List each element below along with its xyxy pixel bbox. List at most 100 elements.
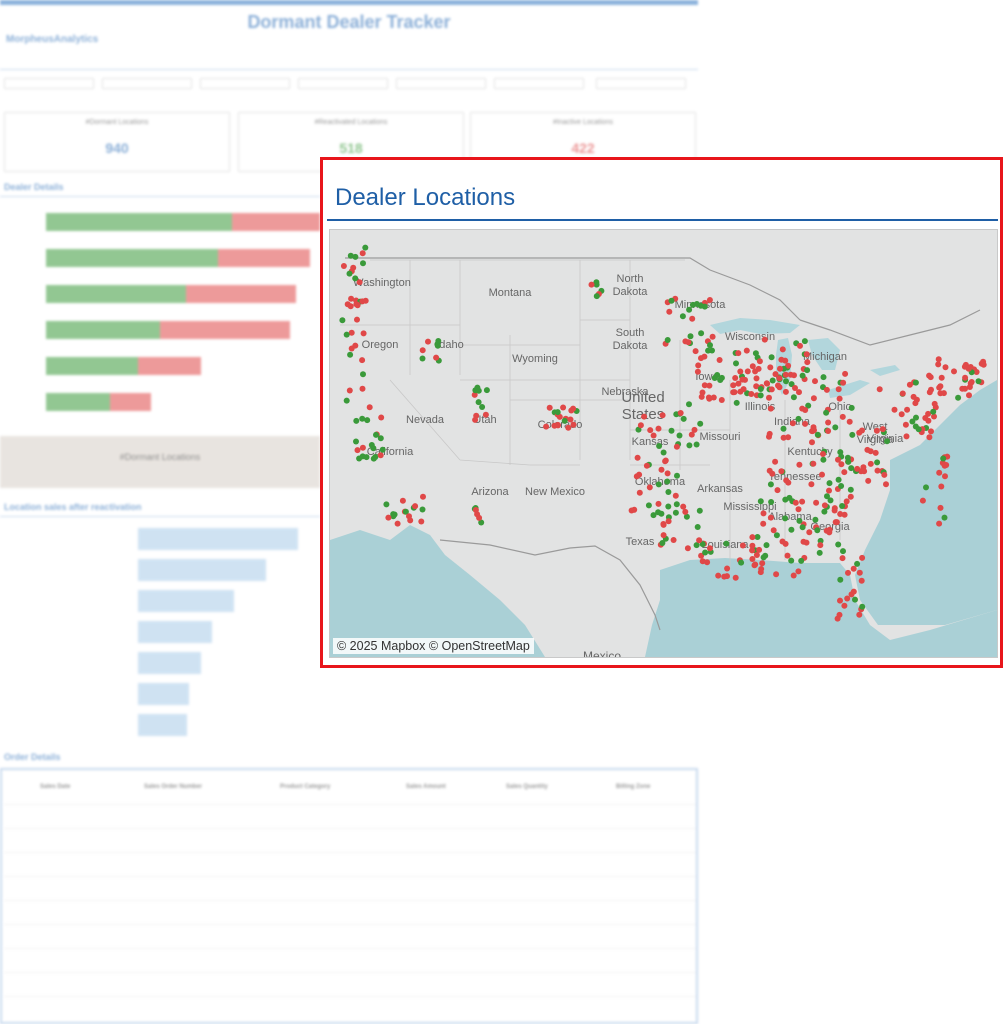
dealer-point-inactive[interactable] (680, 503, 687, 510)
dealer-point-inactive[interactable] (350, 264, 357, 271)
dealer-point-inactive[interactable] (942, 364, 949, 371)
dealer-point-inactive[interactable] (359, 357, 366, 364)
dealer-point-inactive[interactable] (937, 383, 944, 390)
dealer-point-inactive[interactable] (782, 388, 789, 395)
dealer-point-reactivated[interactable] (782, 515, 789, 522)
dealer-point-inactive[interactable] (841, 511, 848, 518)
dealer-point-reactivated[interactable] (714, 372, 721, 378)
dealer-point-reactivated[interactable] (913, 414, 919, 421)
dealer-point-inactive[interactable] (419, 347, 426, 354)
dealer-point-inactive[interactable] (826, 529, 833, 536)
dealer-point-inactive[interactable] (631, 506, 638, 513)
dealer-point-inactive[interactable] (749, 363, 756, 370)
dealer-point-reactivated[interactable] (391, 511, 398, 518)
dealer-point-inactive[interactable] (926, 372, 933, 379)
dealer-point-reactivated[interactable] (835, 541, 842, 548)
dealer-point-reactivated[interactable] (478, 519, 485, 526)
dealer-point-reactivated[interactable] (773, 532, 780, 539)
dealer-point-inactive[interactable] (543, 423, 550, 430)
dealer-point-inactive[interactable] (899, 390, 906, 397)
dealer-point-inactive[interactable] (695, 362, 702, 369)
dealer-point-reactivated[interactable] (655, 481, 662, 488)
dealer-point-inactive[interactable] (910, 393, 917, 400)
dealer-point-reactivated[interactable] (659, 540, 666, 546)
dealer-point-inactive[interactable] (779, 346, 786, 353)
dealer-point-reactivated[interactable] (823, 409, 830, 416)
dealer-point-inactive[interactable] (352, 342, 359, 349)
dealer-point-reactivated[interactable] (769, 377, 776, 384)
dealer-point-inactive[interactable] (803, 539, 810, 546)
dealer-point-reactivated[interactable] (780, 425, 787, 432)
dealer-point-inactive[interactable] (724, 565, 731, 572)
dealer-point-inactive[interactable] (841, 602, 848, 609)
map-attribution[interactable]: © 2025 Mapbox © OpenStreetMap (333, 638, 534, 654)
dealer-point-inactive[interactable] (821, 502, 828, 509)
dealer-point-reactivated[interactable] (699, 541, 706, 548)
dealer-point-reactivated[interactable] (812, 516, 819, 523)
dealer-point-inactive[interactable] (939, 460, 946, 466)
dealer-point-reactivated[interactable] (915, 426, 922, 433)
dealer-point-inactive[interactable] (759, 560, 766, 567)
dealer-point-inactive[interactable] (637, 422, 644, 429)
dealer-point-reactivated[interactable] (352, 253, 359, 260)
dealer-point-reactivated[interactable] (832, 424, 839, 431)
dealer-point-inactive[interactable] (699, 558, 706, 565)
dealer-point-inactive[interactable] (891, 406, 898, 413)
dealer-point-reactivated[interactable] (912, 379, 919, 386)
dealer-point-inactive[interactable] (641, 413, 648, 420)
dealer-point-reactivated[interactable] (768, 354, 775, 361)
dealer-point-reactivated[interactable] (435, 338, 442, 344)
dealer-point-inactive[interactable] (359, 444, 366, 451)
dealer-point-reactivated[interactable] (379, 446, 386, 453)
dealer-point-inactive[interactable] (354, 447, 361, 454)
dealer-point-reactivated[interactable] (733, 399, 740, 406)
dealer-point-inactive[interactable] (841, 469, 848, 476)
dealer-point-inactive[interactable] (819, 471, 825, 478)
dealer-point-reactivated[interactable] (705, 347, 712, 354)
dealer-point-reactivated[interactable] (483, 387, 490, 394)
dealer-point-reactivated[interactable] (353, 417, 360, 424)
dealer-point-inactive[interactable] (744, 368, 751, 375)
dealer-point-inactive[interactable] (796, 389, 802, 396)
dealer-point-reactivated[interactable] (820, 456, 827, 463)
dealer-point-inactive[interactable] (346, 387, 353, 394)
dealer-point-inactive[interactable] (965, 365, 972, 372)
dealer-point-inactive[interactable] (767, 405, 774, 412)
dealer-point-inactive[interactable] (710, 394, 717, 401)
dealer-point-inactive[interactable] (706, 297, 713, 303)
dealer-point-inactive[interactable] (655, 425, 662, 432)
dealer-point-inactive[interactable] (844, 595, 851, 602)
dealer-point-inactive[interactable] (691, 426, 698, 433)
dealer-point-reactivated[interactable] (940, 455, 947, 462)
dealer-point-inactive[interactable] (347, 303, 354, 310)
dealer-point-inactive[interactable] (919, 497, 926, 504)
dealer-point-inactive[interactable] (825, 428, 832, 434)
dealer-point-inactive[interactable] (664, 470, 671, 477)
dealer-point-inactive[interactable] (760, 520, 767, 527)
dealer-point-reactivated[interactable] (752, 350, 759, 357)
dealer-point-inactive[interactable] (433, 354, 440, 361)
dealer-point-reactivated[interactable] (593, 281, 600, 288)
dealer-point-reactivated[interactable] (683, 513, 690, 520)
dealer-point-inactive[interactable] (845, 569, 851, 576)
dealer-point-inactive[interactable] (565, 424, 572, 431)
dealer-point-reactivated[interactable] (955, 394, 962, 401)
dealer-point-inactive[interactable] (792, 499, 799, 506)
dealer-point-reactivated[interactable] (847, 486, 854, 493)
dealer-point-inactive[interactable] (660, 521, 667, 528)
dealer-point-inactive[interactable] (724, 573, 730, 580)
dealer-point-reactivated[interactable] (693, 301, 700, 307)
dealer-point-reactivated[interactable] (854, 560, 861, 567)
dealer-point-inactive[interactable] (399, 497, 406, 504)
dealer-point-reactivated[interactable] (788, 381, 795, 388)
dealer-point-inactive[interactable] (636, 489, 643, 496)
dealer-point-inactive[interactable] (732, 574, 739, 581)
dealer-point-inactive[interactable] (647, 427, 654, 434)
dealer-point-reactivated[interactable] (723, 540, 730, 547)
dealer-point-inactive[interactable] (867, 460, 874, 467)
dealer-point-reactivated[interactable] (790, 394, 797, 401)
dealer-point-reactivated[interactable] (372, 454, 379, 460)
dealer-point-inactive[interactable] (756, 546, 763, 553)
dealer-point-reactivated[interactable] (801, 338, 808, 345)
dealer-point-inactive[interactable] (856, 429, 863, 436)
